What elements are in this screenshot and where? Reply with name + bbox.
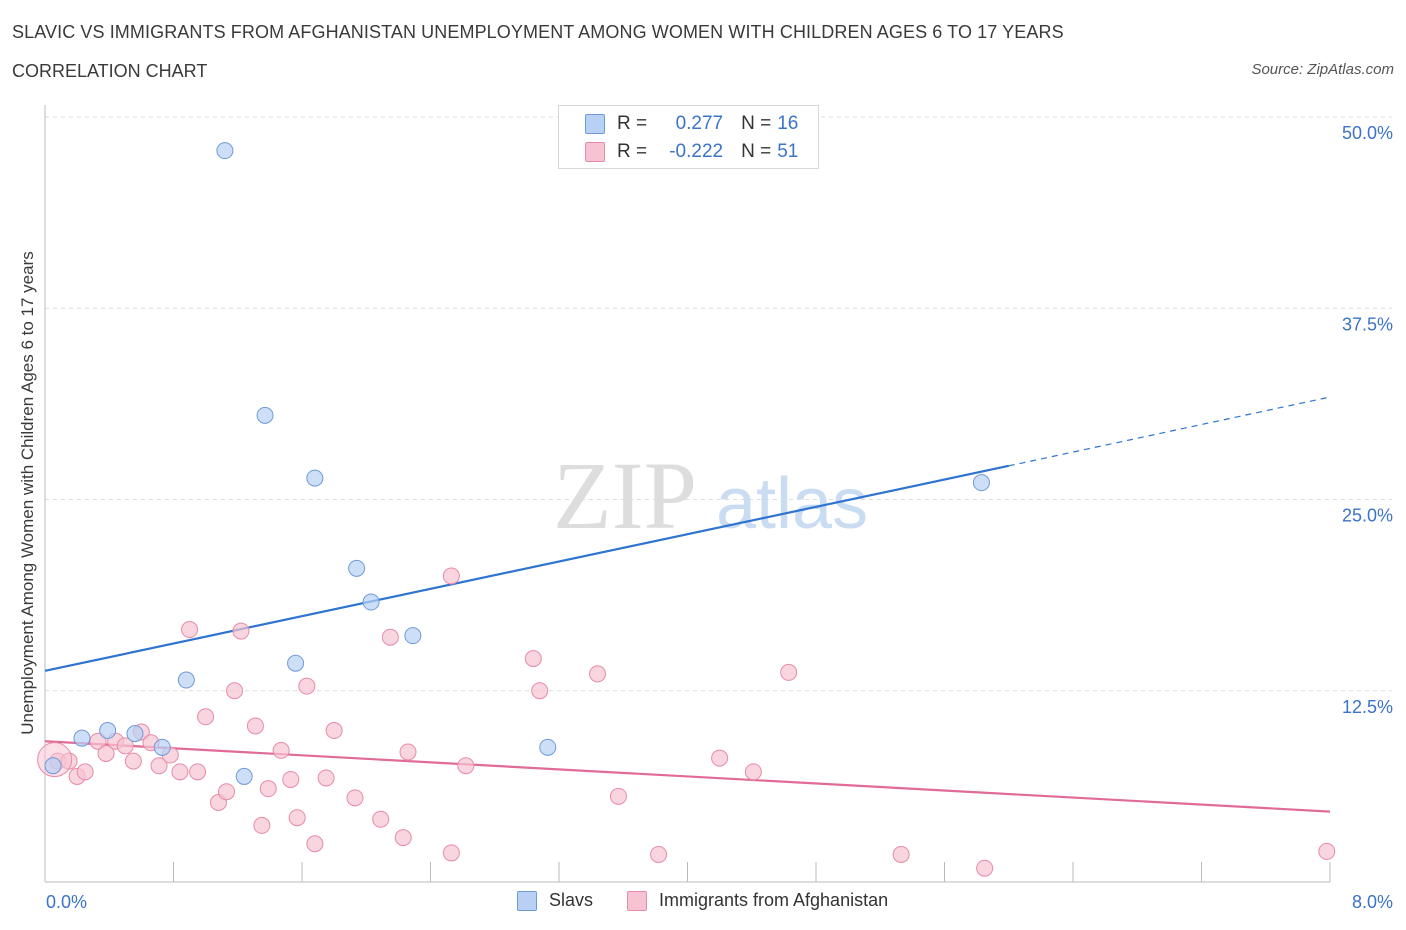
slavs-point: [216, 142, 234, 160]
source-note: Source: ZipAtlas.com: [1251, 61, 1394, 78]
afghanistan-trend-line: [44, 740, 1331, 813]
n-value: 16: [777, 113, 799, 134]
afghanistan-point: [442, 844, 460, 862]
chart-subtitle: CORRELATION CHART: [12, 61, 208, 81]
afghanistan-point: [246, 717, 264, 735]
legend-label-slavs: Slavs: [549, 890, 594, 910]
afghanistan-swatch: [585, 142, 605, 162]
afghanistan-point: [189, 763, 207, 781]
afghanistan-point: [399, 743, 417, 761]
tick-labels: 12.5% 25.0% 37.5% 50.0% 0.0% 8.0%: [46, 123, 1393, 912]
afghanistan-point: [116, 737, 134, 755]
afghanistan-point: [171, 763, 189, 781]
afghanistan-point: [394, 829, 412, 847]
afghanistan-point: [150, 757, 168, 775]
slavs-point: [539, 738, 557, 756]
stats-row-afghanistan: R = -0.222 N = 51: [585, 140, 798, 164]
legend-label-afghanistan: Immigrants from Afghanistan: [659, 890, 889, 910]
slavs-point: [99, 722, 117, 740]
afghanistan-point: [650, 845, 668, 863]
x-tick-label: 8.0%: [1352, 892, 1393, 912]
slavs-trend-extension: [1008, 396, 1331, 467]
afghanistan-point: [1318, 842, 1336, 860]
afghanistan-point: [181, 621, 199, 639]
x-tick-label: 0.0%: [46, 892, 87, 912]
y-axis-label: Unemployment Among Women with Children A…: [18, 251, 37, 735]
data-points: [37, 142, 1336, 877]
y-tick-label: 25.0%: [1342, 506, 1393, 526]
afghanistan-point: [282, 770, 300, 788]
slavs-point: [404, 627, 422, 645]
afghanistan-point: [226, 682, 244, 700]
afghanistan-legend-swatch: [627, 890, 647, 911]
afghanistan-point: [711, 749, 729, 767]
y-tick-label: 50.0%: [1342, 123, 1393, 143]
slavs-point: [44, 757, 62, 775]
y-tick-label: 12.5%: [1342, 697, 1393, 717]
afghanistan-point: [306, 835, 324, 853]
afghanistan-point: [218, 783, 236, 801]
afghanistan-point: [89, 732, 107, 750]
afghanistan-point: [780, 663, 798, 681]
slavs-point: [306, 469, 324, 487]
slavs-point: [126, 725, 144, 743]
slavs-point: [256, 406, 274, 424]
legend-item-slavs[interactable]: Slavs: [517, 890, 593, 911]
watermark-atlas: atlas: [716, 464, 868, 544]
stats-row-slavs: R = 0.277 N = 16: [585, 112, 798, 136]
afghanistan-point: [232, 622, 250, 640]
afghanistan-point: [124, 752, 142, 770]
y-tick-label: 37.5%: [1342, 314, 1393, 334]
stats-legend: R = 0.277 N = 16 R = -0.222 N = 51: [558, 105, 819, 169]
afghanistan-point: [524, 650, 542, 668]
afghanistan-point: [97, 744, 115, 762]
afghanistan-point: [253, 816, 271, 834]
grid-lines: [45, 116, 1392, 692]
watermark: ZIP atlas: [553, 442, 868, 549]
afghanistan-point: [381, 628, 399, 646]
slavs-point: [348, 559, 366, 577]
slavs-point: [362, 593, 380, 611]
slavs-point: [972, 474, 990, 492]
slavs-point: [287, 654, 305, 672]
r-label: R =: [617, 141, 648, 162]
afghanistan-point: [609, 787, 627, 805]
afghanistan-point: [288, 809, 306, 827]
afghanistan-point: [976, 859, 994, 877]
r-value: 0.277: [675, 113, 724, 134]
legend-item-afghanistan[interactable]: Immigrants from Afghanistan: [627, 890, 888, 911]
slavs-point: [153, 738, 171, 756]
afghanistan-point: [457, 757, 475, 775]
afghanistan-point: [589, 665, 607, 683]
slavs-point: [235, 767, 253, 785]
afghanistan-point: [298, 677, 316, 695]
afghanistan-point: [197, 708, 215, 726]
slavs-point: [177, 671, 195, 689]
watermark-zip: ZIP: [553, 442, 697, 549]
afghanistan-point: [372, 810, 390, 828]
afghanistan-point: [744, 763, 762, 781]
afghanistan-point: [531, 682, 549, 700]
slavs-legend-swatch: [517, 890, 537, 911]
n-value: 51: [777, 141, 799, 162]
afghanistan-point: [259, 780, 277, 798]
afghanistan-point: [892, 845, 910, 863]
slavs-trend-line: [44, 464, 1009, 672]
afghanistan-point: [272, 741, 290, 759]
afghanistan-point: [76, 763, 94, 781]
afghanistan-point: [346, 789, 364, 807]
r-label: R =: [617, 113, 648, 134]
n-label: N =: [741, 113, 772, 134]
slavs-point: [73, 729, 91, 747]
r-value: -0.222: [669, 141, 724, 162]
slavs-swatch: [585, 114, 605, 134]
chart-title: SLAVIC VS IMMIGRANTS FROM AFGHANISTAN UN…: [12, 22, 1064, 42]
trend-lines: [44, 396, 1331, 813]
afghanistan-point: [442, 567, 460, 585]
afghanistan-point: [325, 722, 343, 740]
n-label: N =: [741, 141, 772, 162]
afghanistan-point: [317, 769, 335, 787]
